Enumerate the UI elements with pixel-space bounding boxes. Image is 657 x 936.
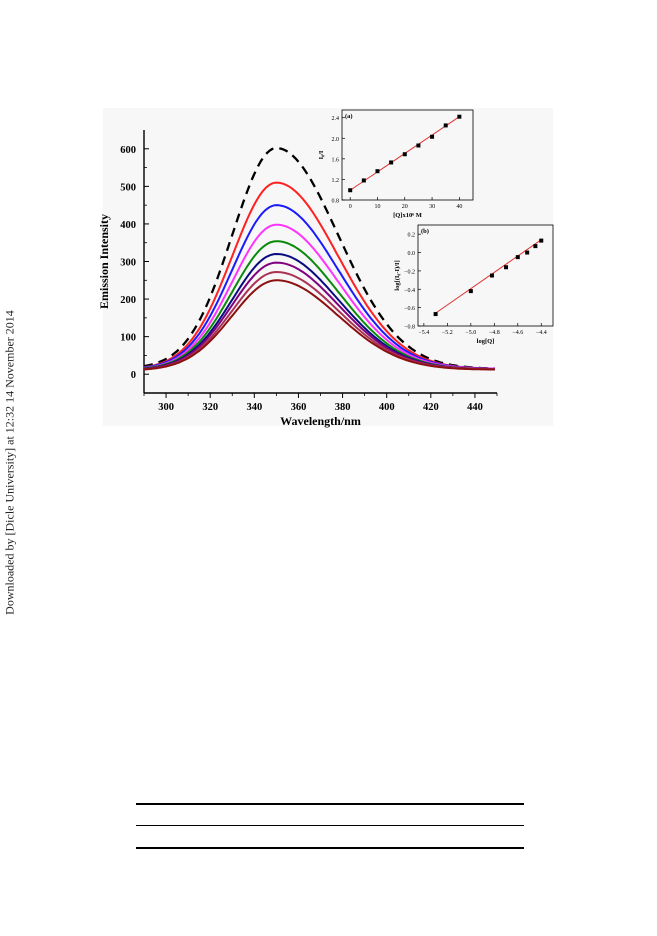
inset-data-point (389, 160, 394, 165)
x-tick-label: 380 (335, 402, 351, 413)
y-tick-label: 600 (120, 145, 136, 156)
inset-y-tick-label: 1.6 (332, 157, 340, 163)
inset-data-point (525, 250, 530, 255)
inset-x-axis-title: log[Q] (477, 338, 495, 345)
inset-y-tick-label: 0.8 (332, 199, 340, 205)
inset-data-point (416, 143, 421, 148)
inset-y-axis-title: I₀/I (318, 150, 325, 159)
table-rule-top (136, 803, 524, 805)
inset-x-tick-label: −4.6 (512, 330, 523, 336)
inset-x-tick-label: 10 (374, 204, 380, 210)
inset-data-point (539, 238, 544, 243)
inset-y-tick-label: 2.4 (332, 116, 340, 122)
x-tick-label: 440 (467, 402, 483, 413)
inset-data-point (515, 255, 520, 260)
emission-series-9 (143, 279, 495, 371)
inset-x-tick-label: 0 (349, 204, 352, 210)
inset-y-tick-label: 0.2 (408, 233, 416, 239)
inset-x-tick-label: −5.0 (465, 330, 476, 336)
inset-x-tick-label: 20 (402, 204, 408, 210)
inset-panel-label: (a) (345, 113, 353, 120)
inset-fit-line (435, 239, 542, 314)
emission-series-1 (143, 146, 495, 370)
inset-a-chart: 0.8 1.2 1.6 2.0 2.4 0 10 20 30 40 (a) [Q]x10⁶ M I₀/I (318, 109, 474, 219)
inset-data-point (402, 152, 407, 157)
inset-data-point (504, 265, 509, 270)
inset-y-tick-label: −0.4 (404, 288, 415, 294)
inset-x-tick-label: −4.8 (489, 330, 500, 336)
inset-x-tick-label: −5.2 (442, 330, 453, 336)
inset-frame (417, 224, 554, 327)
inset-data-point (468, 289, 473, 294)
inset-y-tick-label: −0.6 (404, 306, 415, 312)
y-tick-label: 100 (120, 333, 136, 344)
inset-data-point (430, 134, 435, 139)
inset-y-axis-title: log[(I₀-I)/I] (394, 260, 401, 290)
inset-y-tick-label: 1.2 (332, 178, 340, 184)
y-axis-title: Emission Intensity (97, 214, 111, 309)
y-tick-label: 200 (120, 295, 136, 306)
x-tick-label: 360 (291, 402, 307, 413)
inset-x-tick-label: 40 (456, 204, 462, 210)
inset-b-chart: −0.8 −0.6 −0.4 −0.2 0.0 0.2 −5.4 −5.2 −5.0 −4.8 −4… (394, 224, 554, 345)
inset-y-tick-label: 0.0 (408, 251, 416, 257)
y-tick-label: 0 (131, 370, 136, 381)
y-tick-label: 300 (120, 258, 136, 269)
x-axis-title: Wavelength/nm (280, 414, 361, 428)
inset-frame (341, 109, 474, 201)
x-tick-label: 400 (379, 402, 395, 413)
x-tick-label: 320 (202, 402, 218, 413)
inset-data-point (375, 169, 380, 174)
inset-data-point (533, 244, 538, 249)
inset-data-point (348, 188, 353, 193)
inset-x-axis-title: [Q]x10⁶ M (393, 212, 422, 219)
y-tick-label: 500 (120, 182, 136, 193)
x-tick-label: 420 (423, 402, 439, 413)
x-tick-label: 340 (246, 402, 262, 413)
x-tick-label: 300 (158, 402, 174, 413)
inset-data-point (433, 312, 438, 317)
inset-x-tick-label: −5.4 (418, 330, 429, 336)
inset-y-tick-label: −0.2 (404, 269, 415, 275)
inset-x-tick-label: −4.4 (536, 330, 547, 336)
inset-panel-label: (b) (421, 228, 429, 235)
inset-x-tick-label: 30 (429, 204, 435, 210)
inset-y-tick-label: −0.8 (404, 325, 415, 331)
table-rule-middle (136, 825, 524, 826)
y-tick-label: 400 (120, 220, 136, 231)
inset-y-tick-label: 2.0 (332, 137, 340, 143)
inset-data-point (361, 178, 366, 183)
inset-data-point (443, 123, 448, 128)
inset-data-point (457, 114, 462, 119)
table-rule-bottom (136, 847, 524, 849)
inset-data-point (489, 273, 494, 278)
